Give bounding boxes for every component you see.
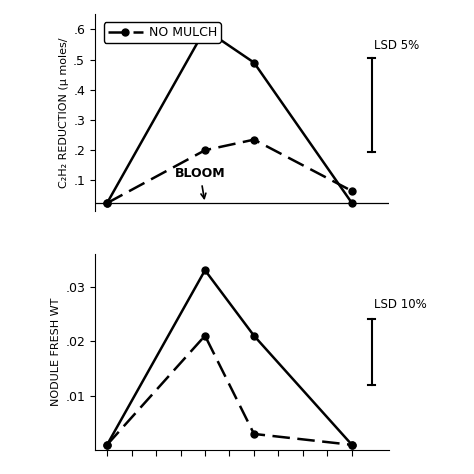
Legend: NO MULCH: NO MULCH bbox=[104, 22, 221, 43]
Y-axis label: C₂H₂ REDUCTION (μ moles/: C₂H₂ REDUCTION (μ moles/ bbox=[59, 37, 69, 188]
Text: LSD 10%: LSD 10% bbox=[374, 299, 427, 311]
Y-axis label: NODULE FRESH WT: NODULE FRESH WT bbox=[51, 298, 61, 406]
Text: LSD 5%: LSD 5% bbox=[374, 39, 419, 52]
Text: BLOOM: BLOOM bbox=[175, 167, 226, 199]
